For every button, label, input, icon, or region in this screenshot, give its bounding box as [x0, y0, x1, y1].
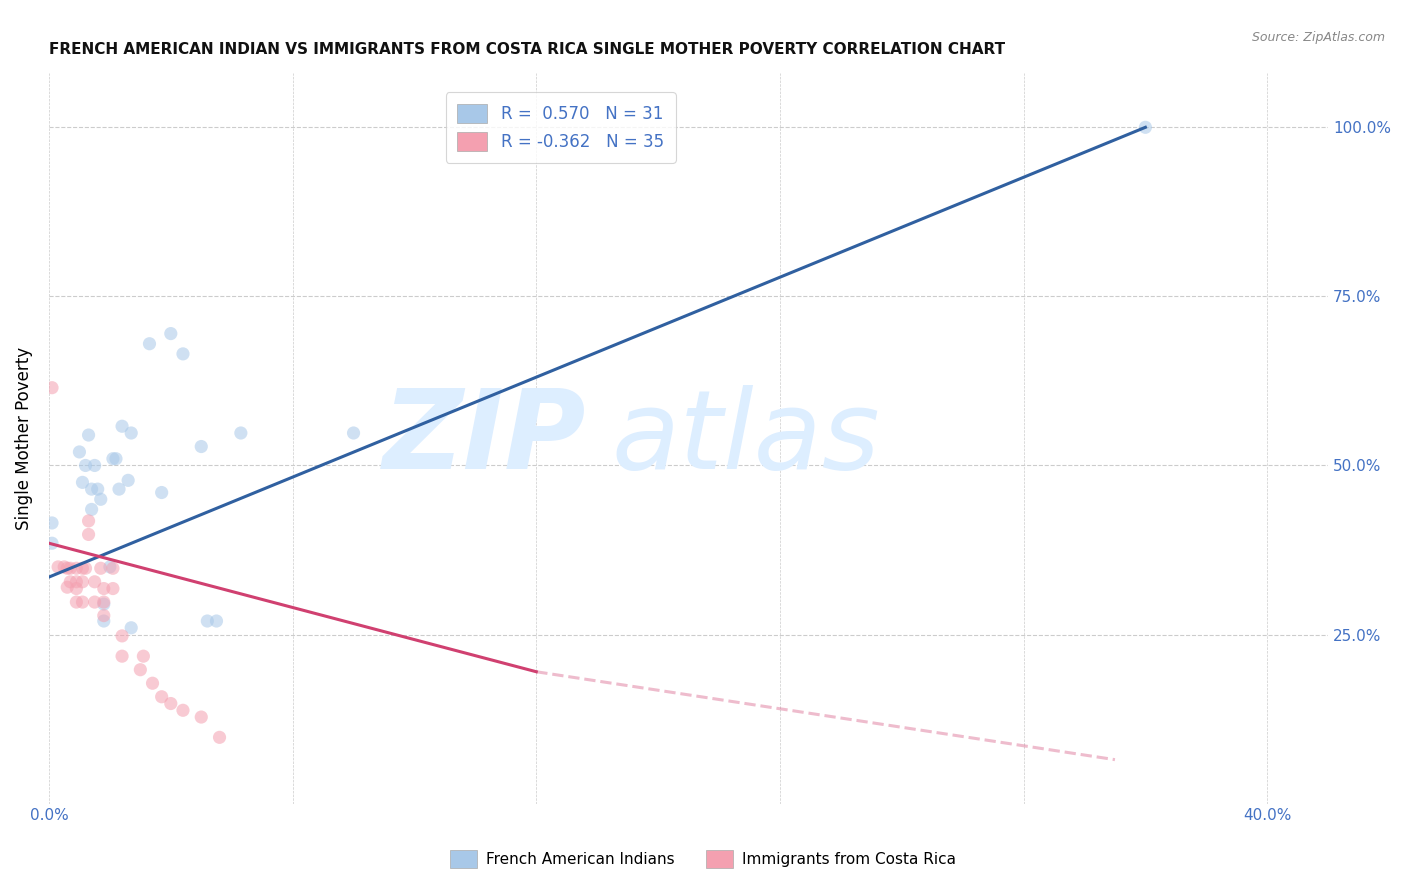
Point	[93, 608, 115, 623]
Point	[101, 582, 124, 596]
Point	[67, 445, 90, 459]
Point	[75, 561, 97, 575]
Point	[77, 428, 100, 442]
Point	[65, 561, 87, 575]
Point	[93, 582, 115, 596]
Point	[93, 614, 115, 628]
Point	[90, 561, 112, 575]
Point	[83, 574, 105, 589]
Point	[65, 595, 87, 609]
Point	[65, 582, 87, 596]
Point	[98, 560, 121, 574]
Text: ZIP: ZIP	[382, 385, 586, 491]
Point	[101, 561, 124, 575]
Point	[46, 560, 69, 574]
Point	[59, 574, 82, 589]
Point	[72, 574, 94, 589]
Point	[111, 629, 134, 643]
Point	[195, 614, 218, 628]
Point	[93, 597, 115, 611]
Point	[138, 336, 160, 351]
Point	[72, 561, 94, 575]
Point	[65, 574, 87, 589]
Point	[159, 697, 181, 711]
Point	[159, 326, 181, 341]
Point	[205, 614, 228, 628]
Legend: French American Indians, Immigrants from Costa Rica: French American Indians, Immigrants from…	[444, 844, 962, 873]
Point	[1135, 120, 1157, 135]
Point	[150, 690, 173, 704]
Y-axis label: Single Mother Poverty: Single Mother Poverty	[15, 347, 32, 530]
Point	[41, 516, 63, 530]
Point	[120, 425, 142, 440]
Point	[129, 663, 152, 677]
Point	[41, 536, 63, 550]
Point	[59, 561, 82, 575]
Point	[172, 347, 194, 361]
Point	[77, 527, 100, 541]
Point	[172, 703, 194, 717]
Point	[83, 595, 105, 609]
Point	[141, 676, 163, 690]
Point	[86, 482, 108, 496]
Text: Source: ZipAtlas.com: Source: ZipAtlas.com	[1251, 31, 1385, 45]
Legend: R =  0.570   N = 31, R = -0.362   N = 35: R = 0.570 N = 31, R = -0.362 N = 35	[446, 93, 675, 162]
Point	[41, 381, 63, 395]
Point	[72, 595, 94, 609]
Point	[108, 482, 131, 496]
Point	[93, 595, 115, 609]
Point	[111, 419, 134, 434]
Point	[77, 514, 100, 528]
Point	[132, 649, 155, 664]
Point	[80, 502, 103, 516]
Point	[80, 482, 103, 496]
Point	[104, 451, 127, 466]
Point	[90, 492, 112, 507]
Text: FRENCH AMERICAN INDIAN VS IMMIGRANTS FROM COSTA RICA SINGLE MOTHER POVERTY CORRE: FRENCH AMERICAN INDIAN VS IMMIGRANTS FRO…	[49, 42, 1005, 57]
Point	[56, 561, 79, 575]
Point	[117, 474, 139, 488]
Point	[111, 649, 134, 664]
Point	[72, 475, 94, 490]
Text: atlas: atlas	[612, 385, 880, 491]
Point	[56, 580, 79, 594]
Point	[75, 458, 97, 473]
Point	[229, 425, 252, 440]
Point	[208, 731, 231, 745]
Point	[342, 425, 364, 440]
Point	[190, 440, 212, 454]
Point	[53, 560, 76, 574]
Point	[101, 451, 124, 466]
Point	[150, 485, 173, 500]
Point	[190, 710, 212, 724]
Point	[120, 621, 142, 635]
Point	[83, 458, 105, 473]
